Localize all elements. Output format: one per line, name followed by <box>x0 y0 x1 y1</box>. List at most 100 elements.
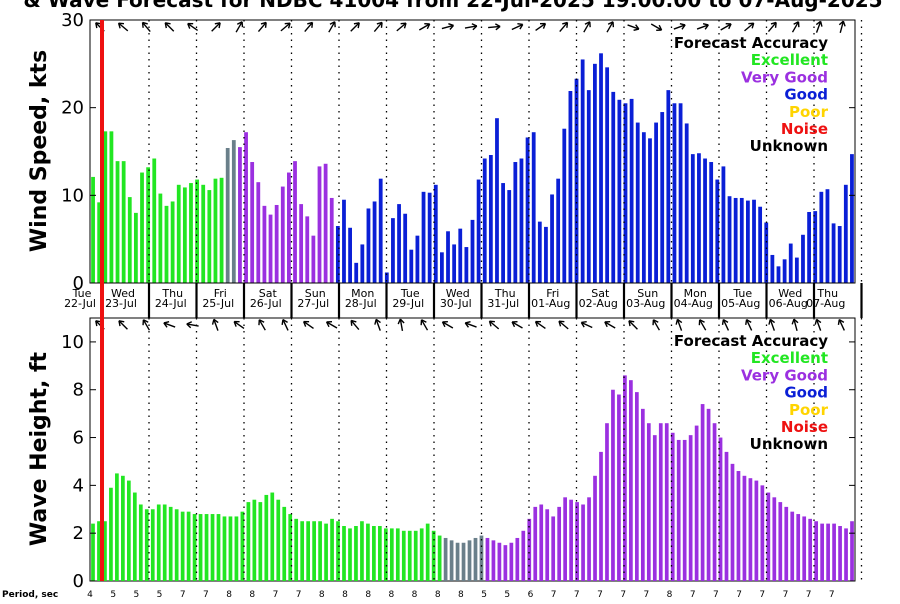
wind-direction-arrow <box>235 21 244 33</box>
wind-direction-arrow <box>328 21 336 33</box>
day-label-dow: Tue <box>732 287 752 300</box>
day-label-date: 03-Aug <box>626 297 665 310</box>
legend-item-excellent: Excellent <box>751 349 828 367</box>
period-value: 5 <box>504 590 510 600</box>
day-label-dow: Sun <box>637 287 658 300</box>
wind-bar <box>617 99 622 283</box>
wind-bar <box>121 161 126 283</box>
wind-ytick-label: 0 <box>73 273 84 294</box>
wave-bar <box>850 521 854 581</box>
wave-bar <box>694 425 699 581</box>
wave-bar <box>192 514 197 581</box>
wind-bar <box>831 223 836 283</box>
day-label-dow: Sun <box>305 287 326 300</box>
wave-bar <box>551 516 556 581</box>
wave-direction-arrow <box>258 319 266 331</box>
period-value: 7 <box>806 590 812 600</box>
wave-direction-arrow <box>837 318 845 331</box>
wind-bar <box>115 161 120 283</box>
day-label-date: 30-Jul <box>440 297 472 310</box>
wave-bar <box>742 475 747 581</box>
wave-bar <box>348 528 352 581</box>
wind-bar <box>91 176 95 283</box>
wave-direction-arrow <box>350 319 360 331</box>
wind-bar <box>770 254 775 283</box>
period-value: 7 <box>180 590 186 600</box>
wind-bar <box>697 153 701 283</box>
wind-bar <box>605 67 610 283</box>
wave-bar <box>97 521 101 581</box>
legend-title: Forecast Accuracy <box>674 34 828 52</box>
day-label-date: 04-Aug <box>674 297 713 310</box>
wind-bar <box>329 197 334 283</box>
wave-bar <box>121 475 125 581</box>
wave-bar <box>222 516 227 581</box>
wave-bar <box>718 437 723 581</box>
wind-direction-arrow <box>511 22 524 31</box>
wave-bar <box>515 537 520 581</box>
wave-bar <box>575 502 579 581</box>
wave-direction-arrow <box>118 320 128 330</box>
day-label-dow: Mon <box>351 287 374 300</box>
day-label-dow: Thu <box>816 287 838 300</box>
wind-direction-arrow <box>441 23 455 30</box>
legend-item-very-good: Very Good <box>741 68 828 86</box>
wind-bar <box>250 162 255 283</box>
wave-direction-arrow <box>791 318 799 331</box>
wind-bar <box>409 249 414 283</box>
wind-direction-arrow <box>627 24 640 32</box>
wave-bar <box>581 504 585 581</box>
wind-bar <box>488 155 493 283</box>
wind-bar <box>660 112 665 283</box>
period-value: 7 <box>759 590 765 600</box>
wind-bar <box>354 262 359 283</box>
wave-bar <box>790 511 795 581</box>
period-value: 4 <box>87 590 93 600</box>
day-label-date: 25-Jul <box>202 297 234 310</box>
day-label-dow: Tue <box>72 287 92 300</box>
period-value: 5 <box>481 590 487 600</box>
wave-bar <box>455 542 460 581</box>
wind-panel: Wind Speed, kts 0 10 20 30 Forecast Accurac… <box>27 10 863 294</box>
wind-bar <box>482 158 487 283</box>
wave-bar <box>802 516 807 581</box>
wind-bar <box>721 166 726 283</box>
wave-direction-arrow <box>604 320 616 329</box>
wave-bar <box>204 514 209 581</box>
wind-ytick-label: 20 <box>61 98 84 119</box>
wind-bar <box>709 162 714 283</box>
wind-direction-arrow <box>164 22 175 32</box>
wind-bar <box>703 158 707 283</box>
wind-bar <box>513 162 518 283</box>
period-value: 6 <box>528 590 534 600</box>
wave-bar <box>180 511 185 581</box>
wave-bar <box>814 521 819 581</box>
wave-bar <box>407 530 412 581</box>
wave-bar <box>623 375 627 581</box>
wind-bar <box>427 192 432 283</box>
wind-bar <box>323 163 328 283</box>
wave-bar <box>646 423 651 581</box>
wind-bar <box>244 132 248 283</box>
wave-direction-arrow <box>211 318 219 331</box>
period-value: 8 <box>249 590 255 600</box>
wave-bar <box>150 509 155 581</box>
day-label-date: 06-Aug <box>769 297 808 310</box>
legend-item-poor: Poor <box>789 401 829 419</box>
wave-bar <box>712 423 717 581</box>
wind-bar <box>574 78 579 284</box>
wind-bar <box>127 197 132 283</box>
wind-bar <box>611 91 616 283</box>
period-value: 8 <box>226 590 232 600</box>
period-value: 5 <box>110 590 116 600</box>
period-value: 7 <box>829 590 835 600</box>
wave-bar <box>844 528 848 581</box>
period-value: 8 <box>389 590 395 600</box>
wave-direction-arrow <box>558 320 569 330</box>
wind-bar <box>746 200 750 283</box>
period-value: 7 <box>273 590 279 600</box>
wind-bar <box>97 202 102 283</box>
period-value: 7 <box>620 590 626 600</box>
wave-direction-arrow <box>511 320 523 329</box>
wave-bar <box>491 540 496 581</box>
